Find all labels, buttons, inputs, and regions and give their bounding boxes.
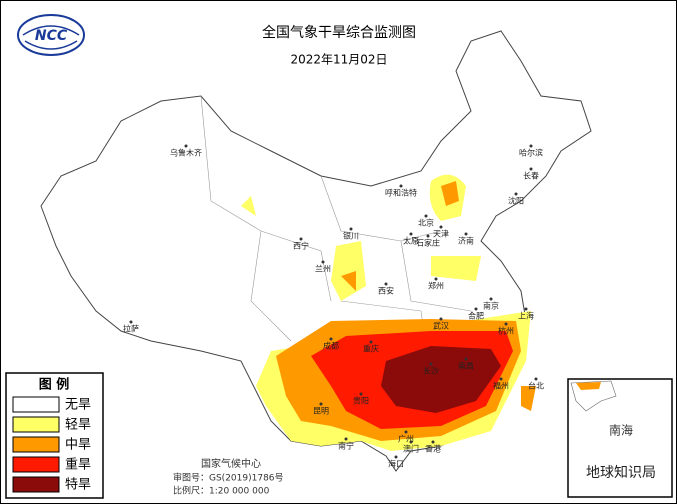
city-label: 武汉 [433, 321, 449, 331]
legend-label: 轻旱 [65, 418, 91, 433]
city-label: 西安 [378, 286, 394, 296]
city-dot [404, 430, 408, 434]
inset: 南海 [567, 378, 673, 498]
city-dot [431, 440, 435, 444]
legend-swatch [12, 416, 60, 433]
city-label: 西宁 [293, 241, 309, 251]
drought-area [381, 346, 501, 413]
city-label: 郑州 [428, 281, 444, 291]
city-label: 海口 [388, 459, 404, 469]
city-label: 昆明 [313, 407, 329, 416]
legend-label: 中旱 [65, 438, 91, 453]
city-dot [534, 377, 538, 381]
legend-label: 重旱 [65, 457, 91, 473]
legend-label: 特旱 [65, 478, 91, 493]
city-label: 拉萨 [123, 324, 139, 334]
city-label: 长沙 [423, 366, 439, 376]
city-label: 乌鲁木齐 [170, 148, 202, 158]
city-label: 天津 [433, 229, 449, 239]
city-label: 北京 [418, 218, 434, 228]
city-dot [349, 227, 353, 231]
watermark: 地球知识局 [586, 464, 656, 481]
city-label: 杭州 [498, 326, 514, 336]
city-label: 香港 [425, 444, 441, 454]
city-label: 贵阳 [353, 396, 369, 406]
city-label: 太原 [403, 236, 419, 246]
city-label: 南宁 [338, 441, 354, 451]
map-date: 2022年11月02日 [290, 53, 387, 67]
legend-swatch [12, 396, 60, 413]
city-dot [399, 184, 403, 188]
city-label: 石家庄 [416, 238, 440, 248]
city-dot [464, 357, 468, 361]
city-dot [529, 144, 533, 148]
legend-swatch [12, 476, 60, 493]
city-label: 重庆 [363, 344, 379, 354]
city-dot [321, 260, 325, 264]
logo: NCC [17, 14, 85, 56]
city-dot [524, 307, 528, 311]
city-dot [394, 455, 398, 459]
city-dot [426, 234, 430, 238]
city-label: 哈尔滨 [519, 148, 543, 158]
city-dot [439, 225, 443, 229]
city-label: 上海 [518, 311, 534, 321]
city-label: 合肥 [468, 311, 484, 321]
city-label: 福州 [493, 382, 509, 391]
city-dot [369, 340, 373, 344]
city-dot [344, 437, 348, 441]
city-dot [474, 307, 478, 311]
drought-area [576, 382, 601, 390]
city-dot [429, 362, 433, 366]
city-label: 成都 [323, 341, 339, 351]
city-label: 广州 [398, 434, 414, 444]
city-dot [384, 282, 388, 286]
footer-agency: 国家气候中心 [201, 457, 261, 470]
drought-areas [241, 174, 536, 452]
map-title: 全国气象干旱综合监测图 [262, 24, 416, 41]
city-label: 台北 [528, 381, 544, 391]
city-dot [359, 392, 363, 396]
city-label: 南昌 [458, 361, 474, 371]
legend-swatch [12, 436, 60, 453]
city-dot [529, 167, 533, 171]
city-dot [409, 232, 413, 236]
legend-label: 无旱 [65, 398, 91, 413]
city-dot [514, 192, 518, 196]
city-dot [434, 277, 438, 281]
city-dot [464, 232, 468, 236]
city-dot [129, 320, 133, 324]
city-label: 南京 [483, 301, 499, 311]
legend-title: 图 例 [39, 377, 70, 393]
inset-label: 南海 [609, 423, 633, 438]
city-dot [329, 337, 333, 341]
city-dot [409, 440, 413, 444]
city-label: 兰州 [315, 264, 331, 274]
city-label: 呼和浩特 [385, 188, 417, 198]
city-label: 银川 [343, 231, 359, 241]
legend-swatch [12, 456, 60, 473]
city-dot [439, 317, 443, 321]
footer-approval: 审图号：GS(2019)1786号 [173, 472, 284, 484]
city-label: 济南 [458, 236, 474, 246]
city-dot [499, 377, 503, 381]
city-label: 澳门 [403, 444, 419, 454]
city-dot [184, 144, 188, 148]
city-dot [319, 402, 323, 406]
city-dot [424, 214, 428, 218]
city-dot [299, 237, 303, 241]
city-dot [489, 297, 493, 301]
footer-scale: 比例尺：1:20 000 000 [173, 485, 270, 497]
city-label: 长春 [523, 171, 539, 181]
city-dot [504, 322, 508, 326]
logo-text: NCC [35, 28, 68, 44]
city-label: 沈阳 [508, 196, 524, 206]
